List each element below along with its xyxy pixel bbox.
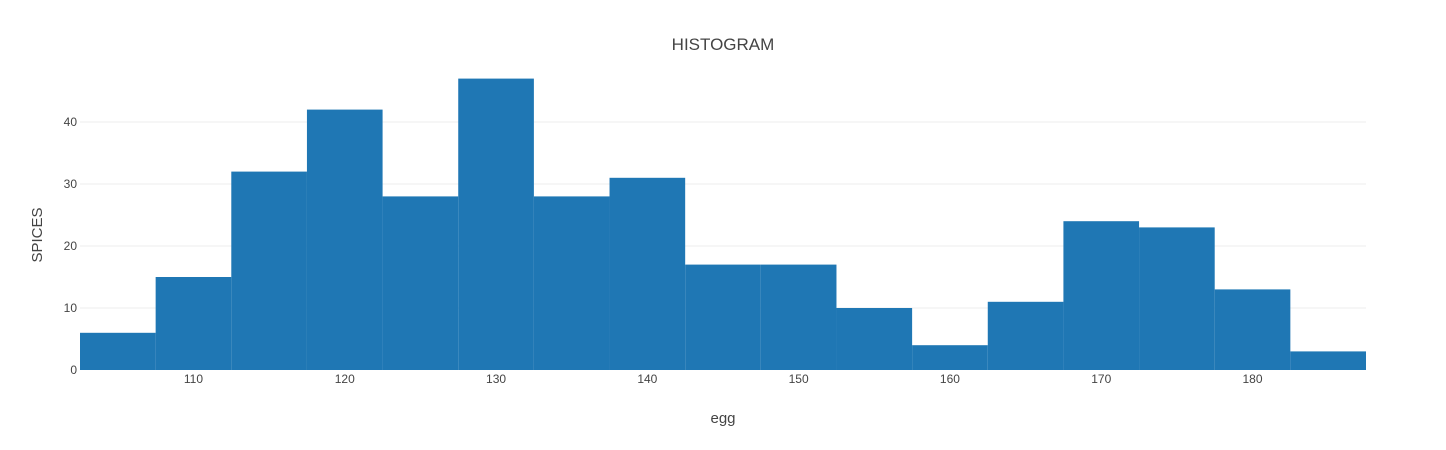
histogram-bar (231, 171, 307, 370)
x-tick-label: 150 (789, 372, 809, 386)
x-tick-label: 170 (1091, 372, 1111, 386)
histogram-bar (382, 196, 459, 370)
histogram-bar (685, 264, 761, 370)
histogram-bar (1063, 221, 1140, 370)
x-axis-ticks: 110 120 130 140 150 160 170 180 (184, 372, 1263, 386)
histogram-bar (609, 177, 686, 370)
histogram-bar (155, 277, 232, 370)
y-tick-label: 40 (64, 115, 78, 129)
y-axis-title: SPICES (29, 207, 46, 262)
histogram-bar (912, 345, 988, 370)
y-tick-label: 0 (70, 363, 77, 377)
x-tick-label: 120 (335, 372, 355, 386)
y-tick-label: 20 (64, 239, 78, 253)
x-tick-label: 180 (1243, 372, 1263, 386)
x-tick-label: 140 (637, 372, 657, 386)
histogram-bar (80, 332, 156, 370)
histogram-bar (306, 109, 383, 370)
y-tick-label: 30 (64, 177, 78, 191)
x-tick-label: 160 (940, 372, 960, 386)
histogram-bar (987, 301, 1064, 370)
histogram-bar (836, 308, 913, 370)
histogram-bar (533, 196, 610, 370)
bars (80, 78, 1366, 370)
x-axis-title: egg (710, 410, 735, 427)
histogram-bar (1139, 227, 1215, 370)
y-tick-label: 10 (64, 301, 78, 315)
x-tick-label: 130 (486, 372, 506, 386)
y-axis-ticks: 0 10 20 30 40 (64, 115, 78, 377)
histogram-bar (1290, 351, 1366, 370)
histogram-bar (760, 264, 837, 370)
histogram-bar (458, 78, 534, 370)
x-tick-label: 110 (184, 372, 203, 386)
histogram-bar (1214, 289, 1291, 370)
chart-title: HISTOGRAM (672, 35, 775, 54)
